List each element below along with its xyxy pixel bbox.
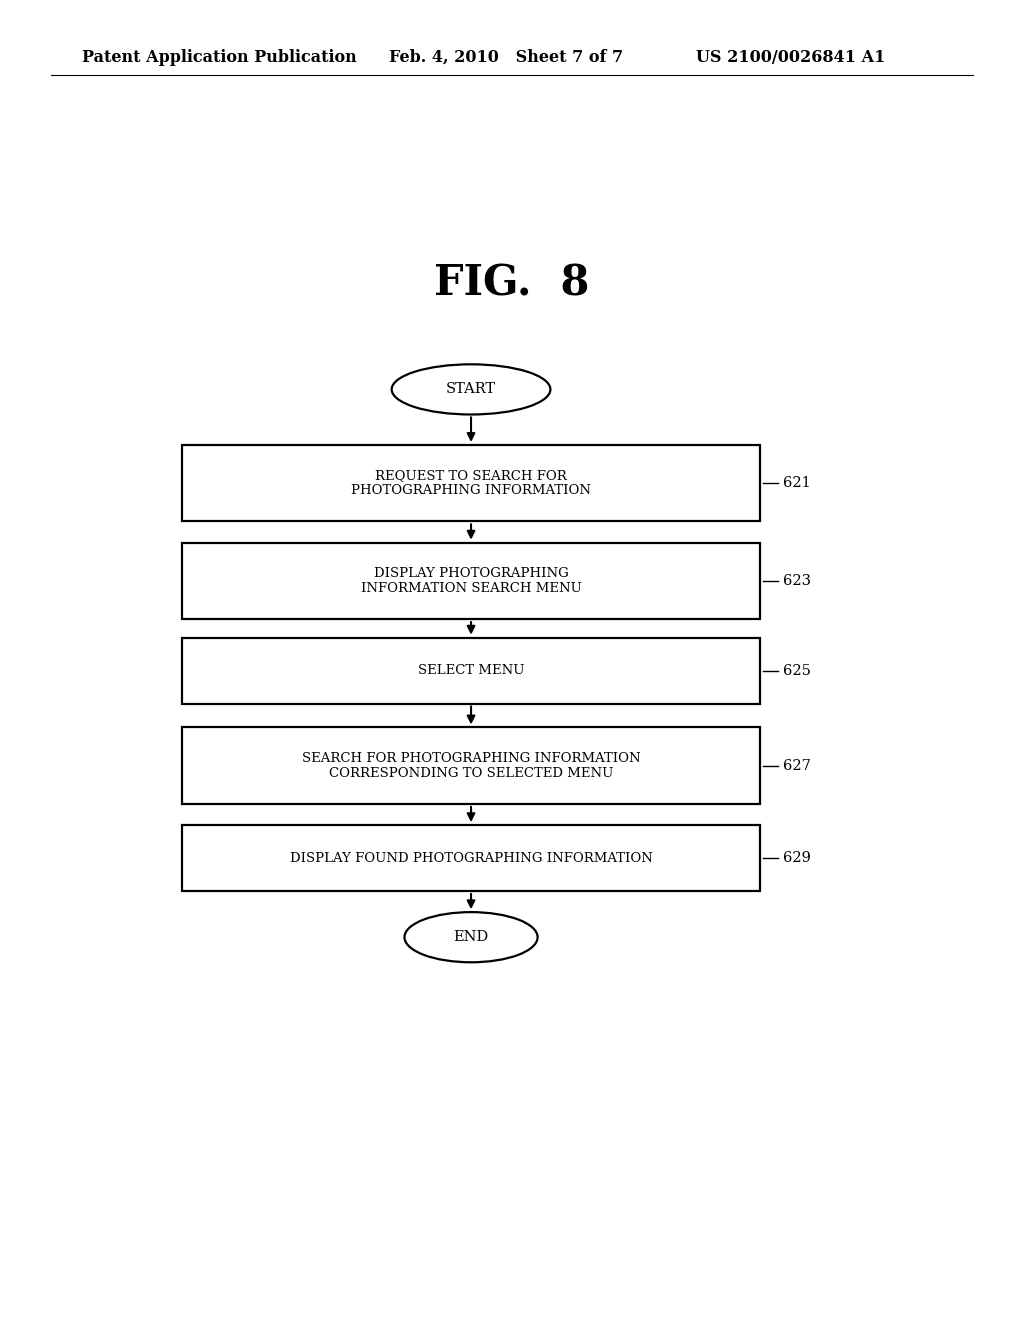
Text: END: END (454, 931, 488, 944)
Text: Feb. 4, 2010   Sheet 7 of 7: Feb. 4, 2010 Sheet 7 of 7 (389, 49, 624, 66)
Text: 623: 623 (783, 574, 811, 587)
FancyBboxPatch shape (182, 825, 760, 891)
Text: START: START (446, 383, 496, 396)
Text: 629: 629 (783, 851, 811, 865)
Text: SEARCH FOR PHOTOGRAPHING INFORMATION
CORRESPONDING TO SELECTED MENU: SEARCH FOR PHOTOGRAPHING INFORMATION COR… (302, 751, 640, 780)
Text: 621: 621 (783, 477, 811, 490)
Text: Patent Application Publication: Patent Application Publication (82, 49, 356, 66)
FancyBboxPatch shape (182, 727, 760, 804)
Text: FIG.  8: FIG. 8 (434, 263, 590, 305)
Text: 625: 625 (783, 664, 811, 677)
Text: US 2100/0026841 A1: US 2100/0026841 A1 (696, 49, 886, 66)
Ellipse shape (391, 364, 551, 414)
Text: SELECT MENU: SELECT MENU (418, 664, 524, 677)
FancyBboxPatch shape (182, 638, 760, 704)
Text: DISPLAY FOUND PHOTOGRAPHING INFORMATION: DISPLAY FOUND PHOTOGRAPHING INFORMATION (290, 851, 652, 865)
Text: REQUEST TO SEARCH FOR
PHOTOGRAPHING INFORMATION: REQUEST TO SEARCH FOR PHOTOGRAPHING INFO… (351, 469, 591, 498)
Text: 627: 627 (783, 759, 811, 772)
FancyBboxPatch shape (182, 543, 760, 619)
Ellipse shape (404, 912, 538, 962)
Text: DISPLAY PHOTOGRAPHING
INFORMATION SEARCH MENU: DISPLAY PHOTOGRAPHING INFORMATION SEARCH… (360, 566, 582, 595)
FancyBboxPatch shape (182, 445, 760, 521)
